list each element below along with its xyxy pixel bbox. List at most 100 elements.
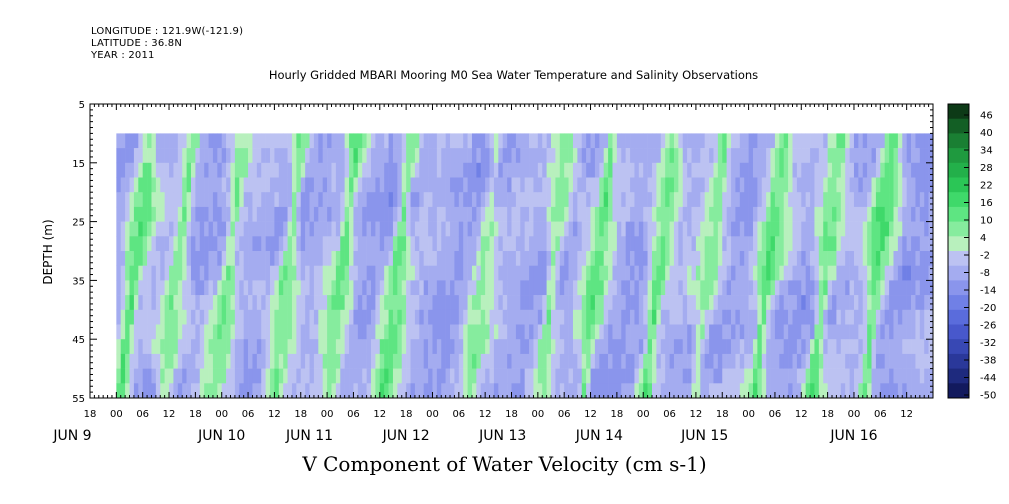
heatmap-cell <box>647 177 653 193</box>
heatmap-cell <box>621 133 626 149</box>
heatmap-cell <box>630 177 635 193</box>
heatmap-cell <box>278 368 284 384</box>
heatmap-cell <box>774 148 780 164</box>
heatmap-cell <box>327 368 332 384</box>
heatmap-cell <box>397 383 403 399</box>
heatmap-cell <box>559 265 565 281</box>
heatmap-cell <box>928 368 934 384</box>
heatmap-cell <box>911 324 916 340</box>
heatmap-cell <box>673 162 679 178</box>
heatmap-cell <box>893 368 899 384</box>
heatmap-cell <box>673 148 679 164</box>
heatmap-cell <box>384 309 389 325</box>
heatmap-cell <box>489 324 495 340</box>
heatmap-cell <box>138 368 143 384</box>
heatmap-cell <box>357 177 363 193</box>
heatmap-cell <box>832 148 837 164</box>
heatmap-cell <box>660 309 666 325</box>
heatmap-cell <box>116 206 122 222</box>
heatmap-cell <box>309 133 315 149</box>
heatmap-cell <box>572 251 578 266</box>
heatmap-cell <box>832 295 837 311</box>
x-hour-label: 12 <box>373 409 386 420</box>
heatmap-cell <box>537 236 543 252</box>
heatmap-cell <box>138 324 143 340</box>
heatmap-cell <box>744 280 749 296</box>
heatmap-cell <box>120 221 126 237</box>
heatmap-cell <box>827 324 833 340</box>
heatmap-cell <box>331 265 337 281</box>
heatmap-cell <box>406 368 411 384</box>
heatmap-cell <box>748 206 754 222</box>
heatmap-cell <box>441 383 446 399</box>
heatmap-cell <box>608 221 613 237</box>
heatmap-cell <box>818 383 824 399</box>
heatmap-cell <box>463 162 468 178</box>
heatmap-cell <box>125 295 130 311</box>
heatmap-cell <box>287 206 293 222</box>
heatmap-cell <box>498 353 504 369</box>
heatmap-cell <box>766 265 771 281</box>
heatmap-cell <box>875 133 881 149</box>
heatmap-cell <box>511 280 517 296</box>
heatmap-cell <box>190 251 196 266</box>
heatmap-cell <box>252 133 258 149</box>
heatmap-cell <box>788 192 793 208</box>
heatmap-cell <box>362 236 367 252</box>
heatmap-cell <box>388 192 394 208</box>
heatmap-cell <box>814 353 820 369</box>
heatmap-cell <box>428 221 433 237</box>
heatmap-cell <box>880 206 885 222</box>
heatmap-cell <box>344 177 350 193</box>
heatmap-cell <box>142 177 148 193</box>
heatmap-cell <box>673 339 679 355</box>
heatmap-cell <box>120 162 126 178</box>
heatmap-cell <box>652 324 657 340</box>
heatmap-cell <box>419 353 424 369</box>
heatmap-cell <box>208 236 214 252</box>
heatmap-cell <box>911 177 916 193</box>
heatmap-cell <box>371 353 376 369</box>
heatmap-cell <box>871 192 877 208</box>
heatmap-cell <box>717 236 723 252</box>
heatmap-cell <box>717 309 723 325</box>
heatmap-cell <box>638 221 644 237</box>
heatmap-cell <box>379 236 385 252</box>
heatmap-cell <box>397 339 403 355</box>
heatmap-cell <box>823 162 828 178</box>
heatmap-cell <box>840 265 846 281</box>
heatmap-cell <box>603 324 609 340</box>
heatmap-cell <box>331 309 337 325</box>
heatmap-cell <box>889 148 894 164</box>
heatmap-cell <box>217 353 223 369</box>
heatmap-cell <box>726 236 732 252</box>
heatmap-cell <box>643 206 648 222</box>
heatmap-cell <box>660 162 666 178</box>
heatmap-cell <box>129 295 135 311</box>
heatmap-cell <box>493 324 499 340</box>
heatmap-cell <box>204 265 209 281</box>
heatmap-cell <box>221 295 227 311</box>
heatmap-cell <box>226 221 231 237</box>
heatmap-cell <box>695 177 701 193</box>
colorbar-swatch <box>948 118 969 134</box>
heatmap-cell <box>147 383 152 399</box>
heatmap-cell <box>182 339 187 355</box>
heatmap-cell <box>919 339 925 355</box>
heatmap-cell <box>581 339 587 355</box>
heatmap-cell <box>858 162 864 178</box>
heatmap-cell <box>682 236 688 252</box>
heatmap-cell <box>599 177 604 193</box>
heatmap-cell <box>335 383 341 399</box>
heatmap-cell <box>884 368 890 384</box>
heatmap-cell <box>507 324 512 340</box>
heatmap-cell <box>458 280 464 296</box>
heatmap-cell <box>313 353 319 369</box>
heatmap-cell <box>485 309 490 325</box>
heatmap-cell <box>779 324 785 340</box>
heatmap-cell <box>542 324 547 340</box>
heatmap-cell <box>779 251 785 266</box>
heatmap-cell <box>801 265 806 281</box>
heatmap-cell <box>450 133 455 149</box>
heatmap-cell <box>173 309 179 325</box>
